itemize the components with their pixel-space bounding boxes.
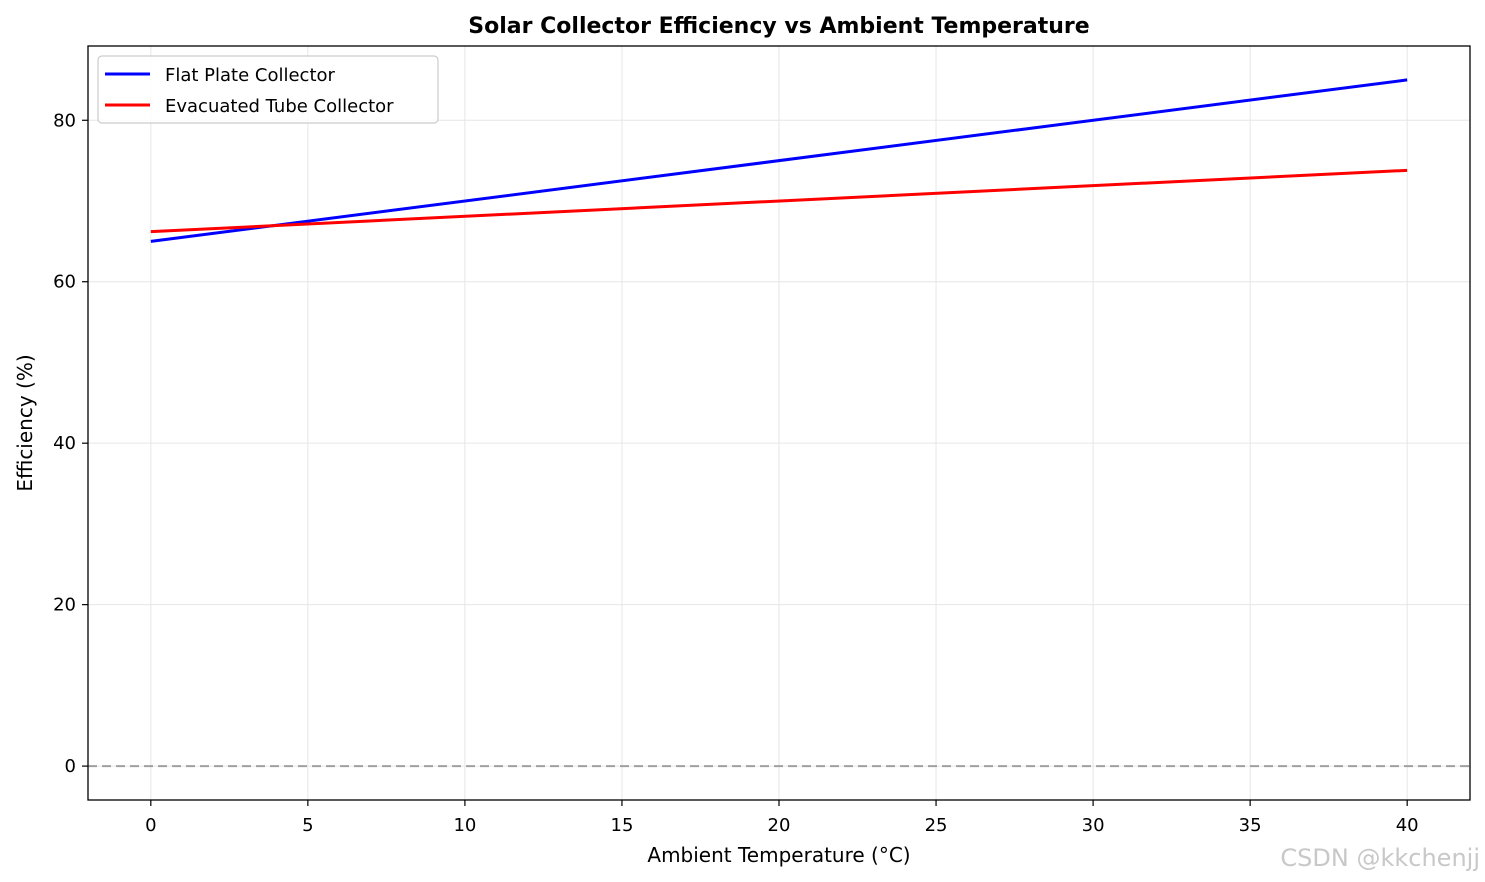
x-tick-label: 40: [1396, 815, 1419, 836]
legend-label-evacuated-tube: Evacuated Tube Collector: [165, 96, 394, 117]
x-tick-label: 35: [1239, 815, 1262, 836]
legend: Flat Plate Collector Evacuated Tube Coll…: [97, 55, 439, 124]
x-axis-label: Ambient Temperature (°C): [647, 843, 910, 867]
series-lines: [150, 78, 1408, 243]
grid-lines: [88, 46, 1470, 800]
series-line-flat-plate: [150, 78, 1408, 243]
x-tick-label: 5: [302, 815, 313, 836]
watermark: CSDN @kkchenjj: [1280, 844, 1480, 872]
y-tick-label: 60: [53, 272, 76, 293]
legend-label-flat-plate: Flat Plate Collector: [165, 65, 336, 86]
y-tick-label: 20: [53, 595, 76, 616]
x-tick-label: 10: [453, 815, 476, 836]
x-tick-label: 20: [768, 815, 791, 836]
legend-box: [97, 55, 439, 124]
x-tick-label: 30: [1082, 815, 1105, 836]
axis-ticks: 0 5 10 15 20 25 30 35 40 0 20 40 60 80: [53, 110, 1419, 836]
x-tick-label: 15: [611, 815, 634, 836]
y-axis-label: Efficiency (%): [13, 354, 37, 491]
x-tick-label: 25: [925, 815, 948, 836]
y-tick-label: 40: [53, 433, 76, 454]
series-line-evacuated-tube: [150, 168, 1408, 234]
chart-title: Solar Collector Efficiency vs Ambient Te…: [468, 14, 1089, 39]
y-tick-label: 0: [65, 756, 76, 777]
x-tick-label: 0: [145, 815, 156, 836]
y-tick-label: 80: [53, 110, 76, 131]
